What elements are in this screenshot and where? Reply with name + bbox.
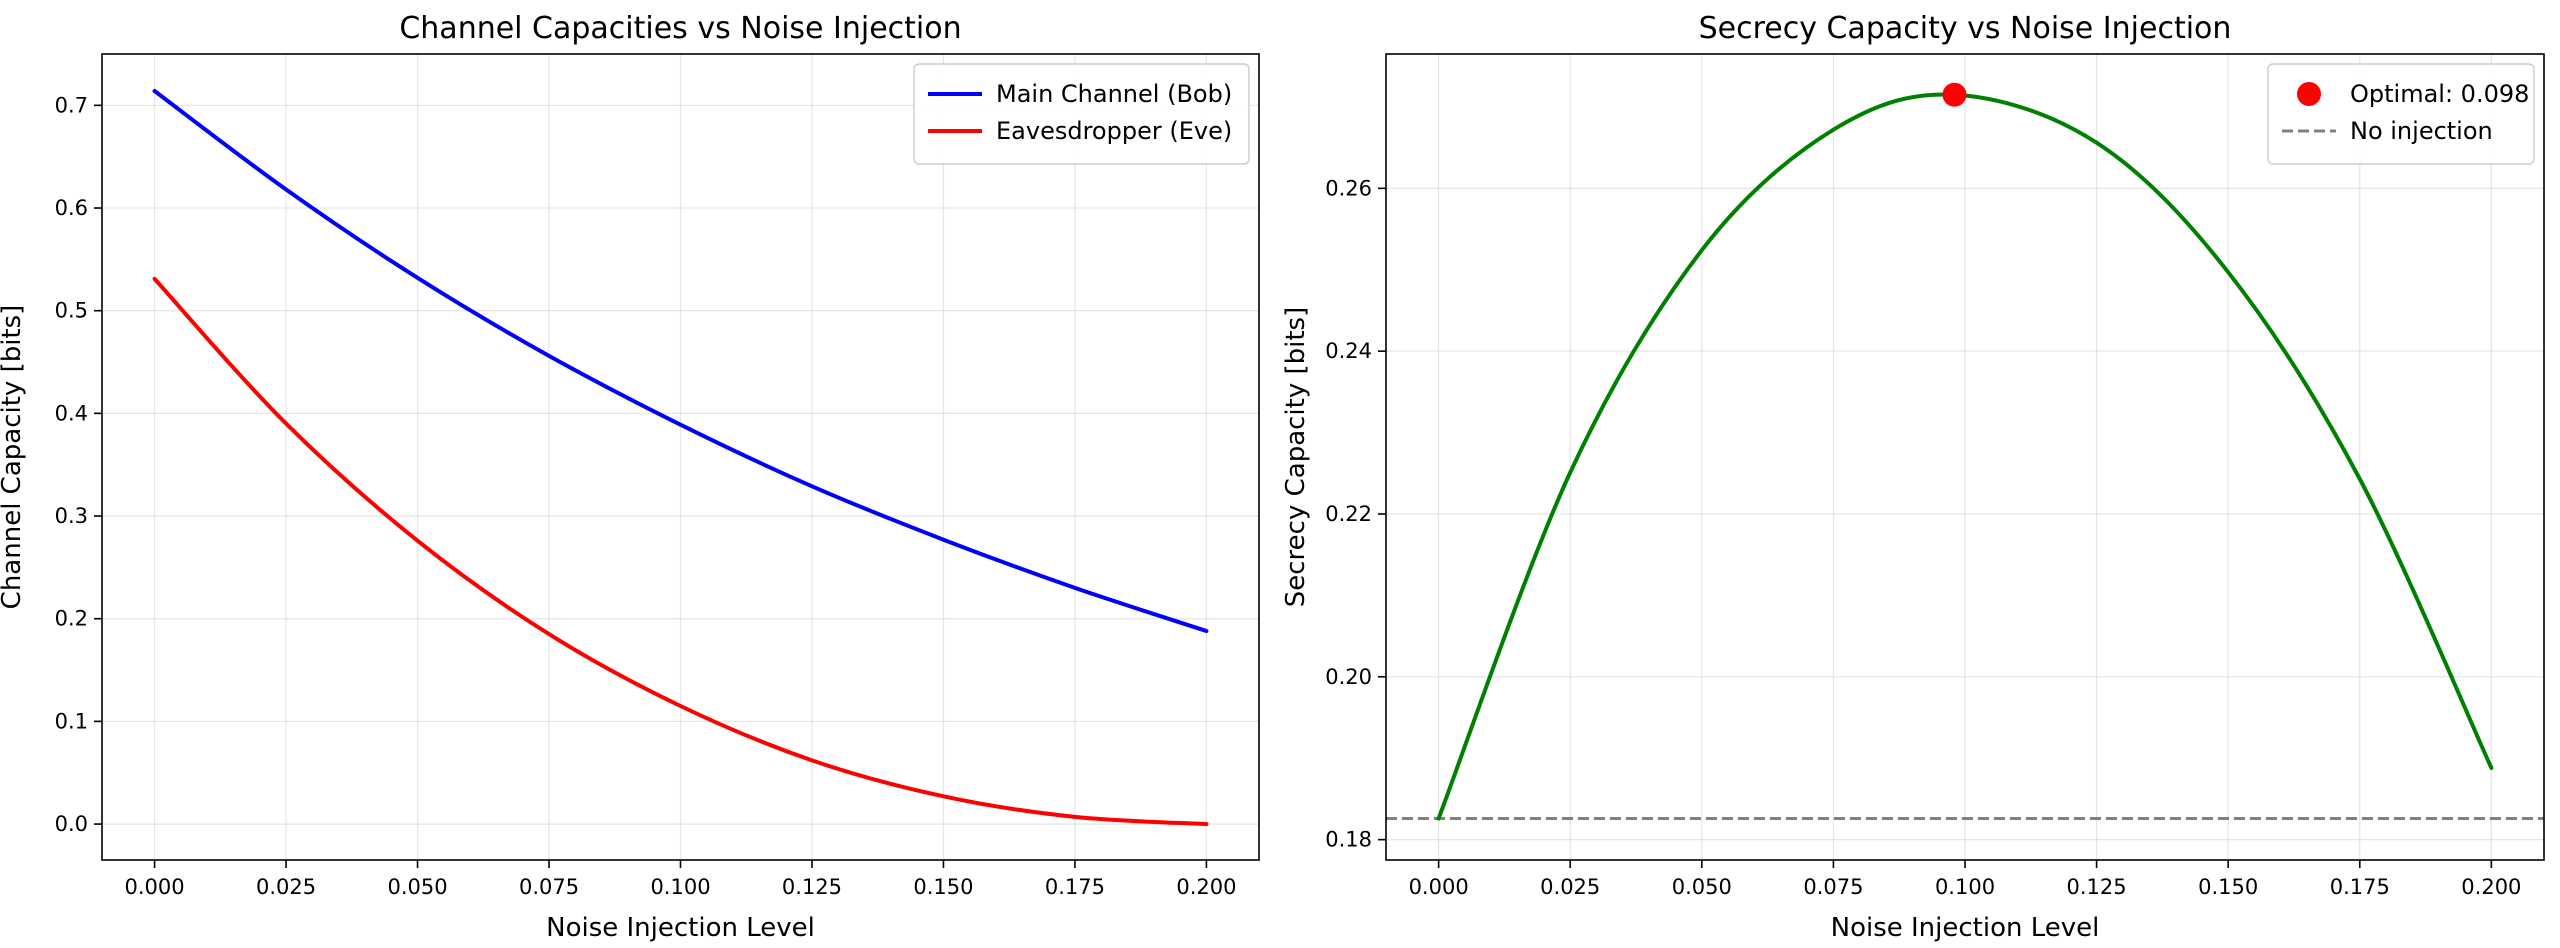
x-tick-label: 0.050 bbox=[387, 875, 447, 899]
x-axis-label: Noise Injection Level bbox=[546, 913, 815, 943]
x-tick-label: 0.000 bbox=[125, 875, 185, 899]
y-tick-label: 0.2 bbox=[55, 607, 88, 631]
grid bbox=[102, 54, 1259, 860]
y-ticks: 0.0 0.1 0.2 0.3 0.4 0.5 0.6 0.7 bbox=[55, 93, 102, 836]
optimal-point-marker bbox=[1942, 82, 1967, 107]
chart-title: Secrecy Capacity vs Noise Injection bbox=[1699, 11, 2232, 46]
legend-swatch bbox=[2297, 82, 2321, 106]
y-tick-label: 0.18 bbox=[1325, 828, 1372, 852]
x-tick-label: 0.075 bbox=[519, 875, 579, 899]
y-axis-label: Channel Capacity [bits] bbox=[0, 305, 27, 610]
series-lines bbox=[152, 89, 1209, 827]
main-channel-bob-line bbox=[152, 89, 1209, 633]
eavesdropper-eve-line bbox=[152, 276, 1209, 827]
x-tick-label: 0.025 bbox=[1540, 875, 1600, 899]
y-tick-label: 0.0 bbox=[55, 812, 88, 836]
legend-box bbox=[913, 63, 1250, 165]
x-tick-label: 0.075 bbox=[1803, 875, 1863, 899]
legend-entry-label: Optimal: 0.098 bbox=[2350, 80, 2529, 108]
x-axis-label: Noise Injection Level bbox=[1831, 913, 2100, 943]
y-tick-label: 0.3 bbox=[55, 504, 88, 528]
y-tick-label: 0.5 bbox=[55, 299, 88, 323]
x-tick-label: 0.050 bbox=[1672, 875, 1732, 899]
x-tick-label: 0.150 bbox=[2198, 875, 2258, 899]
x-tick-label: 0.025 bbox=[256, 875, 316, 899]
x-tick-label: 0.175 bbox=[2330, 875, 2390, 899]
x-tick-label: 0.200 bbox=[1176, 875, 1236, 899]
capacities-chart: 0.000 0.025 0.050 0.075 0.100 0.125 0.150 0.175… bbox=[0, 11, 1260, 943]
x-tick-label: 0.125 bbox=[782, 875, 842, 899]
y-tick-label: 0.26 bbox=[1325, 176, 1372, 200]
x-tick-label: 0.175 bbox=[1045, 875, 1105, 899]
y-axis-label: Secrecy Capacity [bits] bbox=[1281, 307, 1311, 608]
chart-title: Channel Capacities vs Noise Injection bbox=[399, 11, 961, 46]
y-tick-label: 0.6 bbox=[55, 196, 88, 220]
series-lines bbox=[1386, 82, 2544, 821]
x-ticks: 0.000 0.025 0.050 0.075 0.100 0.125 0.150 0.175… bbox=[1409, 860, 2521, 899]
secrecy-chart: 0.000 0.025 0.050 0.075 0.100 0.125 0.150 0.175… bbox=[1281, 11, 2545, 943]
x-tick-label: 0.000 bbox=[1409, 875, 1469, 899]
x-tick-label: 0.100 bbox=[650, 875, 710, 899]
y-tick-label: 0.24 bbox=[1325, 339, 1372, 363]
y-tick-label: 0.1 bbox=[55, 709, 88, 733]
x-tick-label: 0.100 bbox=[1935, 875, 1995, 899]
y-tick-label: 0.22 bbox=[1325, 502, 1372, 526]
x-tick-label: 0.150 bbox=[913, 875, 973, 899]
grid bbox=[1386, 54, 2544, 860]
x-tick-label: 0.200 bbox=[2461, 875, 2521, 899]
x-ticks: 0.000 0.025 0.050 0.075 0.100 0.125 0.150 0.175… bbox=[125, 860, 1236, 899]
legend: Optimal: 0.098 No injection bbox=[2267, 63, 2535, 165]
legend-entry-label: No injection bbox=[2350, 117, 2493, 145]
y-ticks: 0.18 0.20 0.22 0.24 0.26 bbox=[1325, 176, 1386, 852]
legend: Main Channel (Bob) Eavesdropper (Eve) bbox=[913, 63, 1250, 165]
y-tick-label: 0.4 bbox=[55, 401, 88, 425]
y-tick-label: 0.20 bbox=[1325, 665, 1372, 689]
legend-box bbox=[2267, 63, 2535, 165]
legend-entry-label: Eavesdropper (Eve) bbox=[996, 117, 1232, 145]
legend-entry-label: Main Channel (Bob) bbox=[996, 80, 1232, 108]
x-tick-label: 0.125 bbox=[2067, 875, 2127, 899]
y-tick-label: 0.7 bbox=[55, 93, 88, 117]
